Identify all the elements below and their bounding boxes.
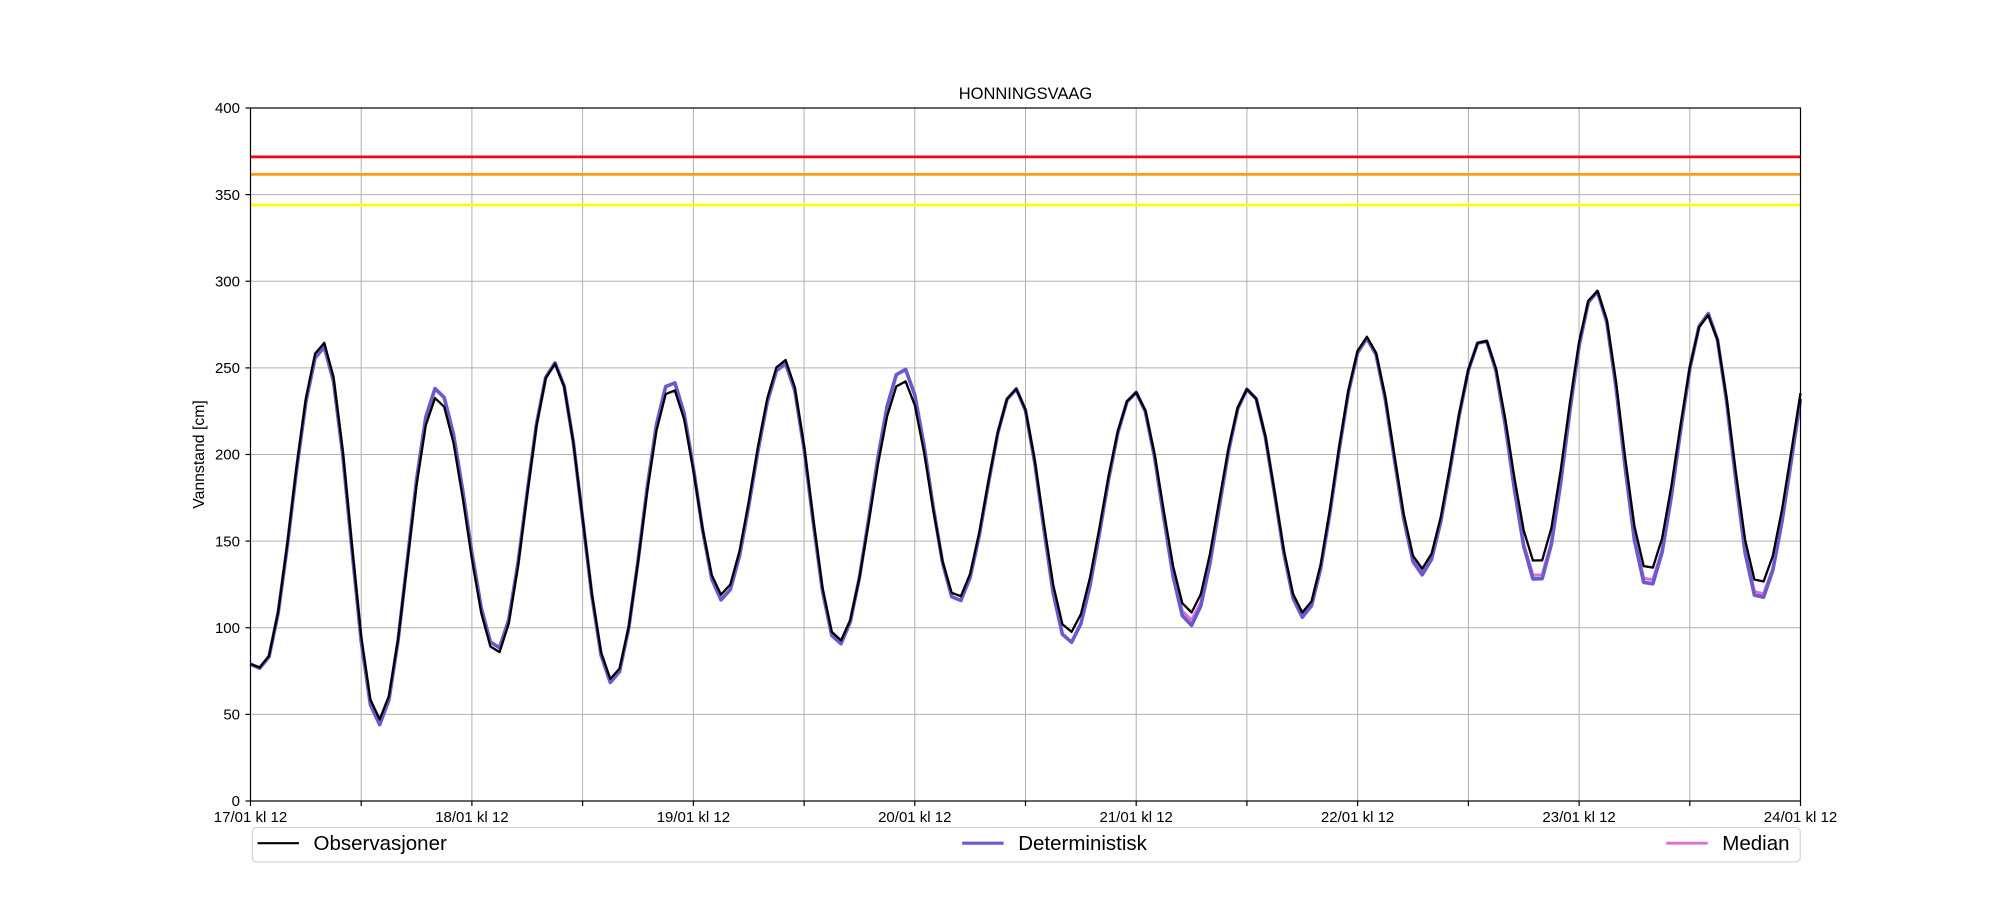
svg-text:Observasjoner: Observasjoner [314,832,447,855]
svg-text:20/01 kl 12: 20/01 kl 12 [878,809,951,826]
svg-text:100: 100 [215,620,240,637]
svg-text:150: 150 [215,533,240,550]
svg-text:Median: Median [1722,832,1789,855]
svg-text:0: 0 [232,793,240,810]
svg-text:Vannstand [cm]: Vannstand [cm] [191,400,208,509]
svg-text:300: 300 [215,273,240,290]
svg-text:21/01 kl 12: 21/01 kl 12 [1100,809,1173,826]
svg-text:50: 50 [223,707,240,724]
svg-text:17/01 kl 12: 17/01 kl 12 [214,809,287,826]
svg-text:HONNINGSVAAG: HONNINGSVAAG [959,85,1093,103]
svg-text:18/01 kl 12: 18/01 kl 12 [435,809,508,826]
svg-text:Deterministisk: Deterministisk [1018,832,1147,855]
svg-text:250: 250 [215,360,240,377]
svg-text:350: 350 [215,187,240,204]
svg-text:22/01 kl 12: 22/01 kl 12 [1321,809,1394,826]
svg-text:400: 400 [215,100,240,117]
svg-text:19/01 kl 12: 19/01 kl 12 [657,809,730,826]
svg-text:23/01 kl 12: 23/01 kl 12 [1542,809,1615,826]
svg-text:200: 200 [215,447,240,464]
svg-text:24/01 kl 12: 24/01 kl 12 [1764,809,1837,826]
